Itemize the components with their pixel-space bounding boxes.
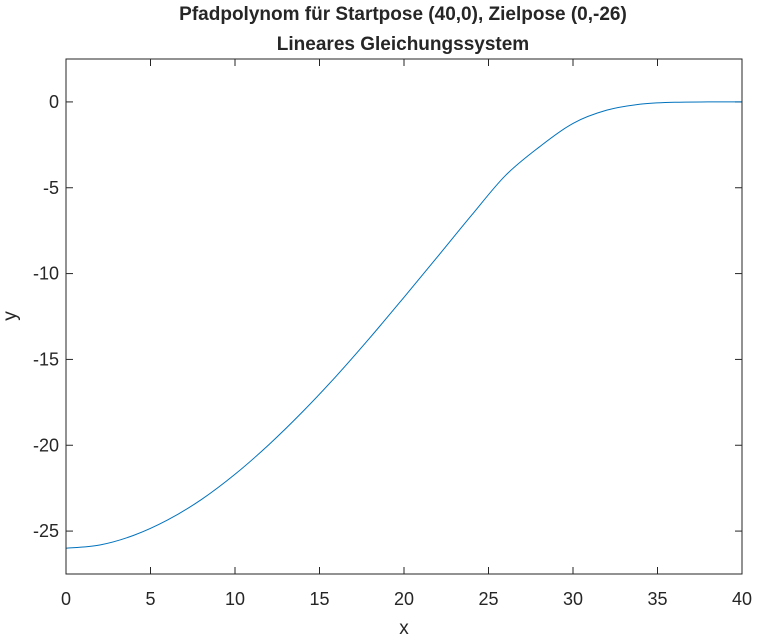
x-tick-label: 30 xyxy=(563,589,583,609)
y-tick-label: 0 xyxy=(49,92,59,112)
x-tick-label: 10 xyxy=(225,589,245,609)
x-tick-label: 35 xyxy=(647,589,667,609)
y-tick-label: -25 xyxy=(33,521,59,541)
chart-title: Pfadpolynom für Startpose (40,0), Zielpo… xyxy=(179,4,627,25)
y-tick-label: -15 xyxy=(33,349,59,369)
axes-box xyxy=(65,58,743,575)
x-axis-ticks: 0 5 10 15 20 25 30 35 40 xyxy=(61,59,752,609)
chart-subtitle: Lineares Gleichungssystem xyxy=(277,34,529,55)
y-axis-label: y xyxy=(0,311,21,321)
x-tick-label: 0 xyxy=(61,589,71,609)
series-line xyxy=(65,101,743,549)
y-tick-label: -10 xyxy=(33,264,59,284)
y-axis-ticks: 0 -5 -10 -15 -20 -25 xyxy=(33,92,742,541)
x-tick-label: 40 xyxy=(732,589,752,609)
x-tick-label: 25 xyxy=(478,589,498,609)
y-tick-label: -5 xyxy=(43,178,59,198)
x-tick-label: 5 xyxy=(145,589,155,609)
x-axis-label: x xyxy=(399,618,409,638)
y-tick-label: -20 xyxy=(33,435,59,455)
x-tick-label: 15 xyxy=(309,589,329,609)
x-tick-label: 20 xyxy=(394,589,414,609)
plot-area xyxy=(66,59,742,574)
